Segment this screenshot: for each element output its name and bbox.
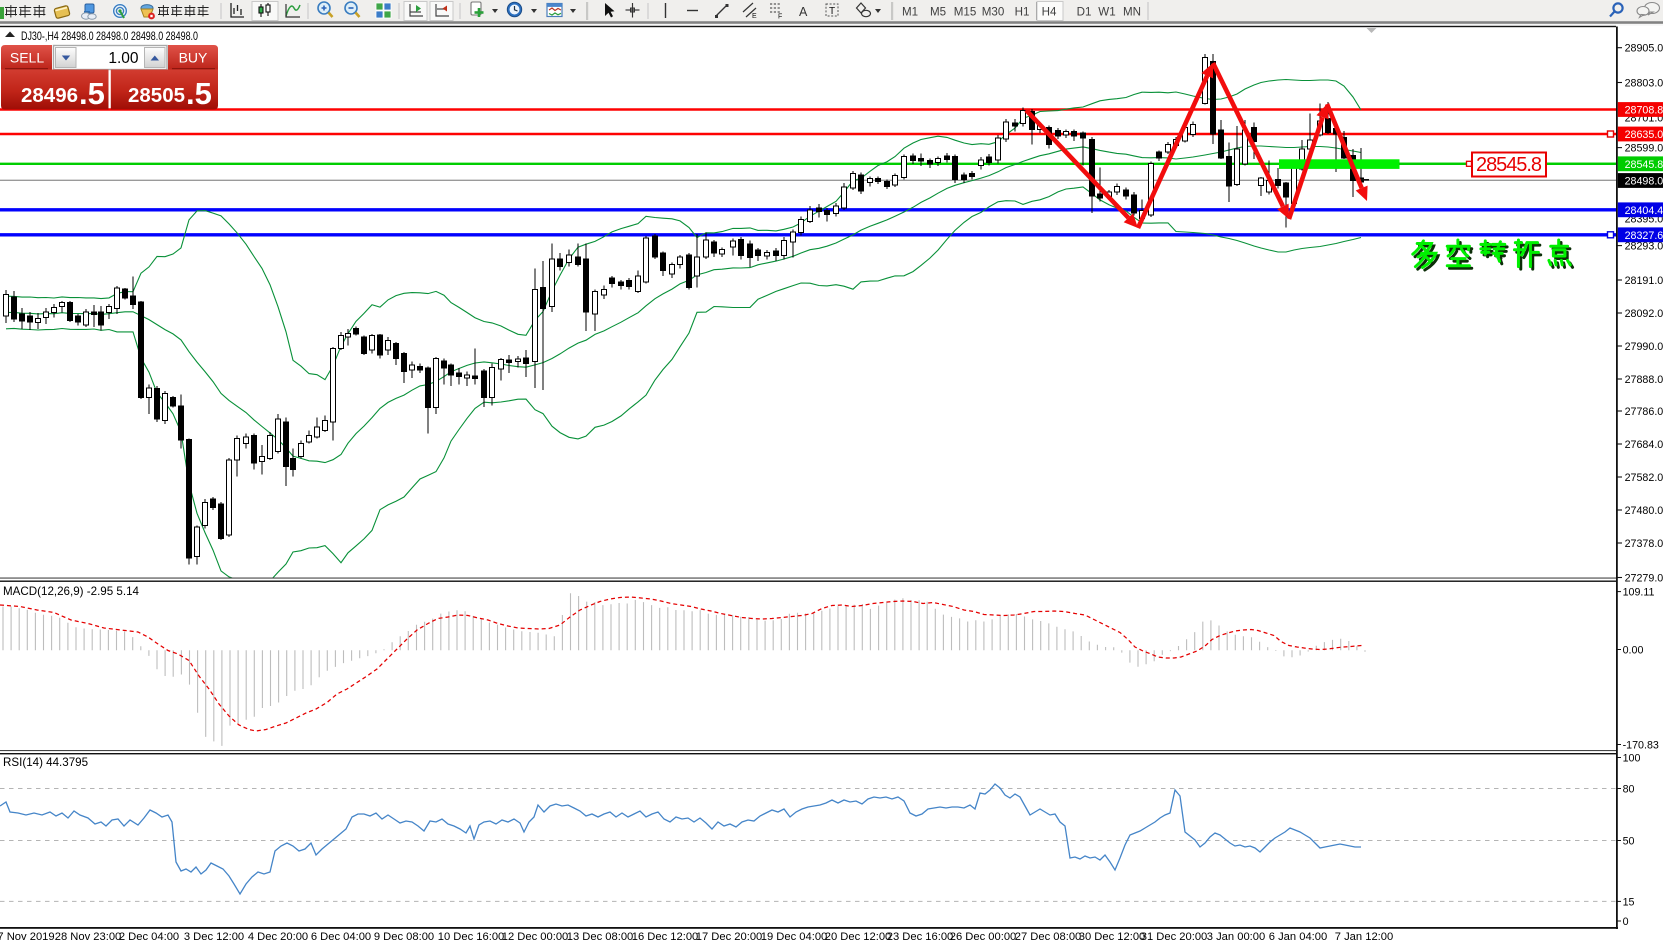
svg-text:2 Dec 04:00: 2 Dec 04:00 [119, 931, 179, 943]
svg-text:28505: 28505 [128, 84, 185, 107]
svg-text:12 Dec 00:00: 12 Dec 00:00 [502, 931, 569, 943]
svg-text:W1: W1 [1098, 6, 1115, 19]
svg-text:27 Dec 08:00: 27 Dec 08:00 [1015, 931, 1082, 943]
svg-text:27480.0: 27480.0 [1625, 505, 1663, 517]
svg-text:26 Dec 00:00: 26 Dec 00:00 [950, 931, 1017, 943]
svg-text:28 Nov 23:00: 28 Nov 23:00 [55, 931, 122, 943]
svg-text:-170.83: -170.83 [1623, 740, 1659, 752]
svg-text:9 Dec 08:00: 9 Dec 08:00 [374, 931, 434, 943]
svg-text:28708.8: 28708.8 [1625, 105, 1663, 117]
svg-text:28599.0: 28599.0 [1625, 143, 1663, 155]
svg-text:28404.4: 28404.4 [1625, 205, 1663, 217]
svg-text:28293.0: 28293.0 [1625, 241, 1663, 253]
svg-text:27378.0: 27378.0 [1625, 538, 1663, 550]
svg-text:A: A [799, 5, 808, 19]
svg-text:28545.8: 28545.8 [1476, 154, 1542, 176]
svg-text:19 Dec 04:00: 19 Dec 04:00 [761, 931, 828, 943]
svg-text:28496: 28496 [21, 84, 78, 107]
svg-text:31 Dec 20:00: 31 Dec 20:00 [1141, 931, 1208, 943]
svg-text:16 Dec 12:00: 16 Dec 12:00 [632, 931, 699, 943]
svg-text:D1: D1 [1077, 6, 1092, 19]
svg-text:MN: MN [1123, 6, 1141, 19]
svg-text:27786.0: 27786.0 [1625, 406, 1663, 418]
svg-text:MACD(12,26,9) -2.95 5.14: MACD(12,26,9) -2.95 5.14 [3, 585, 140, 598]
svg-text:E: E [752, 13, 757, 20]
svg-text:13 Dec 08:00: 13 Dec 08:00 [567, 931, 634, 943]
svg-text:17 Dec 20:00: 17 Dec 20:00 [696, 931, 763, 943]
svg-text:50: 50 [1623, 836, 1635, 848]
svg-text:BUY: BUY [179, 50, 208, 66]
svg-text:3 Dec 12:00: 3 Dec 12:00 [184, 931, 244, 943]
svg-text:28905.0: 28905.0 [1625, 43, 1663, 55]
svg-text:27684.0: 27684.0 [1625, 439, 1663, 451]
svg-text:28498.0: 28498.0 [1625, 176, 1663, 188]
svg-text:28803.0: 28803.0 [1625, 78, 1663, 90]
svg-text:10 Dec 16:00: 10 Dec 16:00 [438, 931, 505, 943]
svg-text:0: 0 [1623, 916, 1629, 928]
svg-text:27582.0: 27582.0 [1625, 472, 1663, 484]
svg-text:1.00: 1.00 [108, 50, 139, 67]
svg-text:30 Dec 12:00: 30 Dec 12:00 [1079, 931, 1146, 943]
svg-text:28092.0: 28092.0 [1625, 308, 1663, 320]
svg-text:M15: M15 [954, 6, 977, 19]
svg-text:27990.0: 27990.0 [1625, 341, 1663, 353]
svg-text:100: 100 [1623, 753, 1641, 765]
svg-text:H4: H4 [1042, 6, 1057, 19]
svg-text:28545.8: 28545.8 [1625, 159, 1663, 171]
svg-text:6 Jan 04:00: 6 Jan 04:00 [1269, 931, 1327, 943]
svg-text:M1: M1 [902, 6, 918, 19]
svg-text:M30: M30 [982, 6, 1005, 19]
svg-text:20 Dec 12:00: 20 Dec 12:00 [825, 931, 892, 943]
svg-text:27279.0: 27279.0 [1625, 573, 1663, 585]
svg-text:6 Dec 04:00: 6 Dec 04:00 [311, 931, 371, 943]
svg-text:.5: .5 [186, 76, 212, 111]
svg-text:0.00: 0.00 [1623, 645, 1644, 657]
svg-text:T: T [829, 6, 835, 17]
svg-text:28635.0: 28635.0 [1625, 129, 1663, 141]
svg-text:F: F [778, 14, 782, 21]
svg-text:M5: M5 [930, 6, 946, 19]
svg-text:28327.6: 28327.6 [1625, 230, 1663, 242]
svg-text:28191.0: 28191.0 [1625, 275, 1663, 287]
svg-text:109.11: 109.11 [1623, 587, 1655, 599]
svg-text:.5: .5 [79, 76, 105, 111]
svg-text:SELL: SELL [10, 50, 44, 66]
svg-text:RSI(14) 44.3795: RSI(14) 44.3795 [3, 756, 88, 769]
svg-text:H1: H1 [1015, 6, 1030, 19]
svg-text:7 Nov 2019: 7 Nov 2019 [0, 931, 55, 943]
svg-text:27888.0: 27888.0 [1625, 374, 1663, 386]
svg-text:DJ30-,H4 28498.0 28498.0 2849: DJ30-,H4 28498.0 28498.0 28498.0 28498.0 [21, 29, 198, 43]
svg-text:4 Dec 20:00: 4 Dec 20:00 [248, 931, 308, 943]
svg-text:3 Jan 00:00: 3 Jan 00:00 [1207, 931, 1265, 943]
svg-text:7 Jan 12:00: 7 Jan 12:00 [1335, 931, 1393, 943]
svg-text:23 Dec 16:00: 23 Dec 16:00 [887, 931, 954, 943]
svg-text:80: 80 [1623, 784, 1635, 796]
svg-text:15: 15 [1623, 896, 1635, 908]
